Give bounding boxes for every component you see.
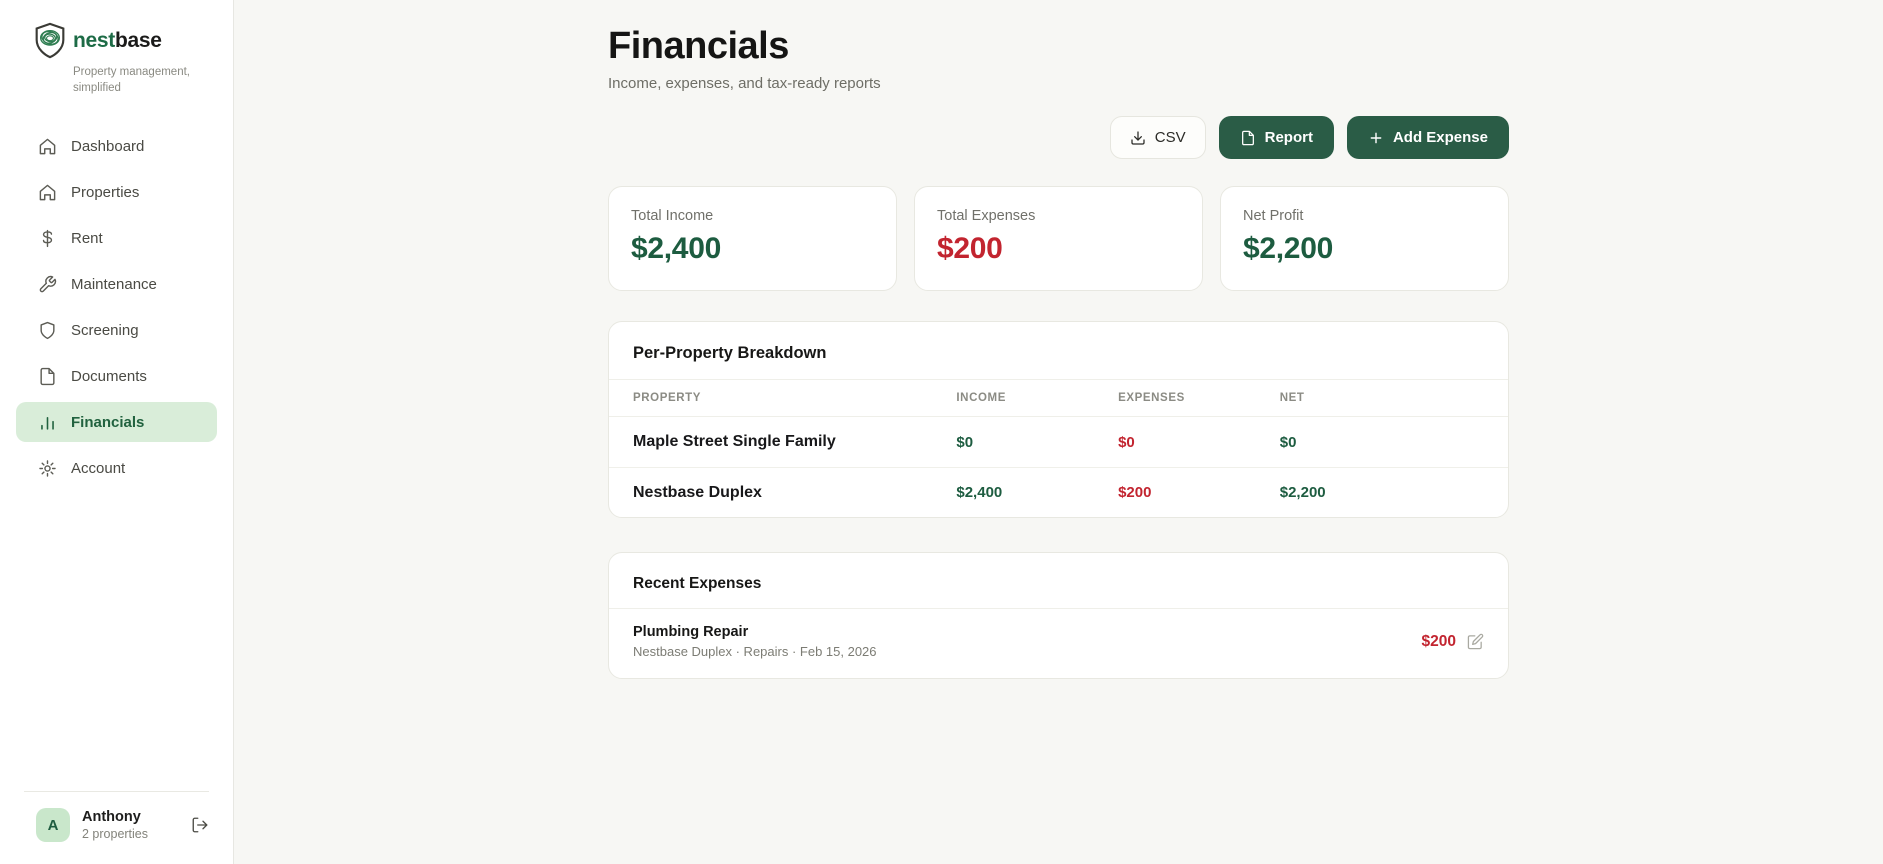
expenses-value: $200: [1118, 484, 1152, 501]
total-expenses-value: $200: [937, 232, 1003, 265]
footer-divider: [24, 791, 209, 792]
csv-button[interactable]: CSV: [1109, 116, 1206, 159]
sidebar-nav: Dashboard Properties Rent Maintenance Sc…: [0, 126, 233, 488]
brand-tagline: Property management, simplified: [73, 66, 190, 94]
download-icon: [1130, 130, 1146, 146]
brand-wordmark: nestbase: [73, 28, 162, 52]
user-row: A Anthony 2 properties: [0, 792, 233, 864]
bar-chart-icon: [38, 413, 57, 432]
sidebar-item-screening[interactable]: Screening: [16, 310, 217, 350]
sidebar-item-label: Financials: [71, 413, 145, 431]
property-name: Nestbase Duplex: [633, 483, 762, 501]
list-item: Plumbing Repair Nestbase Duplex · Repair…: [609, 609, 1508, 678]
add-expense-button[interactable]: Add Expense: [1346, 116, 1509, 159]
sidebar-item-label: Properties: [71, 183, 140, 201]
document-icon: [38, 367, 57, 386]
expenses-value: $0: [1118, 433, 1135, 451]
net-profit-card: Net Profit $2,200: [1220, 186, 1509, 291]
sidebar-item-maintenance[interactable]: Maintenance: [16, 264, 217, 304]
recent-expenses-title: Recent Expenses: [633, 575, 762, 592]
nestbase-shield-logo-icon: [34, 22, 66, 59]
logo-block: nestbase Property management, simplified: [0, 0, 233, 96]
avatar: A: [36, 808, 70, 842]
expense-amount: $200: [1421, 632, 1456, 650]
wrench-icon: [38, 275, 57, 294]
page-title: Financials: [608, 25, 789, 67]
sidebar-item-account[interactable]: Account: [16, 448, 217, 488]
main-content: Financials Income, expenses, and tax-rea…: [234, 0, 1883, 864]
sidebar: nestbase Property management, simplified…: [0, 0, 234, 864]
shield-icon: [38, 321, 57, 340]
column-header-net: Net: [1279, 392, 1305, 404]
income-value: $0: [956, 433, 974, 451]
sidebar-item-label: Account: [71, 459, 126, 477]
sidebar-item-dashboard[interactable]: Dashboard: [16, 126, 217, 166]
sidebar-item-documents[interactable]: Documents: [16, 356, 217, 396]
user-properties-count: 2 properties: [82, 827, 149, 841]
table-row: Nestbase Duplex $2,400 $200 $2,200: [609, 467, 1508, 517]
table-row: Maple Street Single Family $0 $0 $0: [609, 417, 1508, 467]
total-income-card: Total Income $2,400: [608, 186, 897, 291]
sidebar-item-label: Rent: [71, 229, 103, 247]
sidebar-item-financials[interactable]: Financials: [16, 402, 217, 443]
column-header-expenses: Expenses: [1118, 392, 1185, 404]
building-icon: [38, 183, 57, 202]
card-label: Total Income: [631, 208, 714, 224]
sidebar-item-label: Maintenance: [71, 275, 157, 293]
edit-icon[interactable]: [1467, 633, 1484, 650]
report-button[interactable]: Report: [1218, 116, 1334, 159]
sidebar-item-label: Documents: [71, 367, 147, 385]
sidebar-item-properties[interactable]: Properties: [16, 172, 217, 212]
user-name: Anthony: [82, 809, 141, 825]
expense-meta: Nestbase Duplex · Repairs · Feb 15, 2026: [633, 644, 877, 659]
dollar-icon: [38, 229, 57, 248]
actions-toolbar: CSV Report Add Expense: [608, 116, 1509, 159]
panel-divider: [609, 608, 1508, 609]
gear-icon: [38, 459, 57, 478]
property-name: Maple Street Single Family: [633, 433, 836, 450]
logout-icon[interactable]: [191, 816, 209, 834]
column-header-income: Income: [956, 392, 1006, 404]
income-value: $2,400: [956, 484, 1003, 501]
breakdown-title: Per-Property Breakdown: [633, 344, 827, 362]
total-expenses-card: Total Expenses $200: [914, 186, 1203, 291]
summary-cards: Total Income $2,400 Total Expenses $200 …: [608, 186, 1509, 291]
card-label: Total Expenses: [937, 208, 1036, 224]
breakdown-table-header: Property Income Expenses Net: [609, 379, 1508, 417]
sidebar-footer: A Anthony 2 properties: [0, 791, 233, 864]
net-profit-value: $2,200: [1243, 232, 1333, 265]
page-subtitle: Income, expenses, and tax-ready reports: [608, 75, 881, 92]
plus-icon: [1368, 130, 1384, 146]
per-property-breakdown-panel: Per-Property Breakdown Property Income E…: [608, 321, 1509, 518]
home-icon: [38, 137, 57, 156]
net-value: $2,200: [1279, 484, 1326, 501]
sidebar-item-label: Screening: [71, 321, 139, 339]
sidebar-item-label: Dashboard: [71, 137, 145, 155]
card-label: Net Profit: [1243, 208, 1304, 224]
recent-expenses-panel: Recent Expenses Plumbing Repair Nestbase…: [608, 552, 1509, 679]
expense-name: Plumbing Repair: [633, 624, 749, 640]
sidebar-item-rent[interactable]: Rent: [16, 218, 217, 258]
column-header-property: Property: [633, 392, 702, 404]
report-file-icon: [1240, 130, 1256, 146]
net-value: $0: [1279, 433, 1297, 451]
total-income-value: $2,400: [631, 232, 721, 265]
